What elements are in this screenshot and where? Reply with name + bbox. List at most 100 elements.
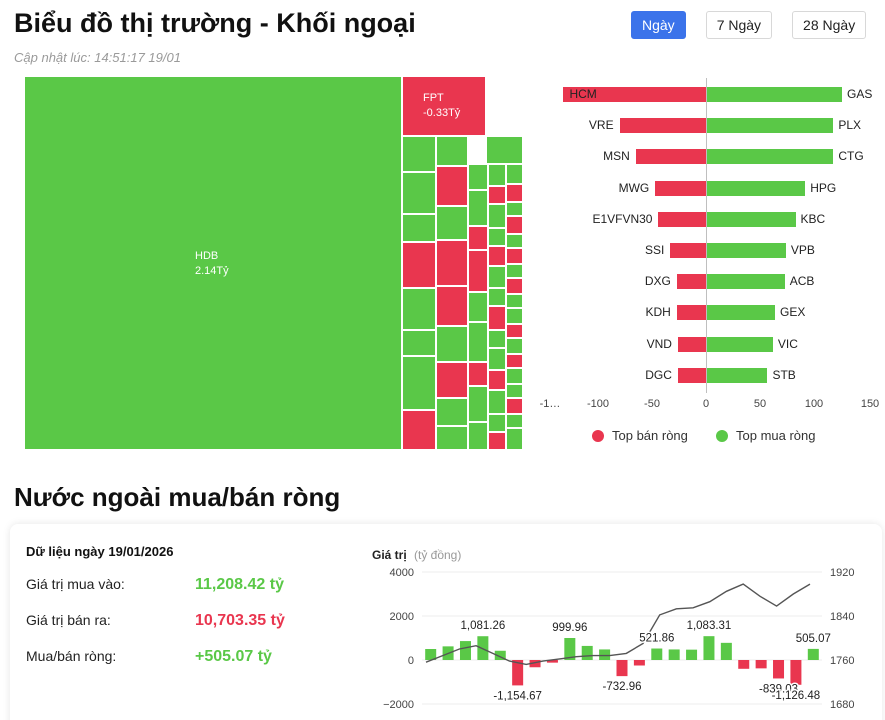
treemap-cell[interactable] bbox=[402, 410, 436, 450]
treemap-cell[interactable] bbox=[436, 166, 468, 206]
sell-bar-kdh[interactable] bbox=[676, 305, 706, 321]
treemap-cell[interactable] bbox=[436, 426, 468, 450]
net-bar[interactable] bbox=[668, 649, 680, 660]
treemap-cell[interactable] bbox=[402, 330, 436, 356]
treemap-cell[interactable] bbox=[506, 368, 523, 384]
treemap-cell[interactable] bbox=[488, 246, 506, 266]
tab-7-days[interactable]: 7 Ngày bbox=[705, 11, 773, 39]
sell-bar-dgc[interactable] bbox=[677, 367, 706, 383]
treemap-cell[interactable] bbox=[436, 206, 468, 240]
treemap-cell[interactable] bbox=[488, 390, 506, 414]
treemap-cell[interactable] bbox=[436, 326, 468, 362]
treemap-cell[interactable] bbox=[506, 248, 523, 264]
treemap-cell[interactable] bbox=[506, 398, 523, 414]
legend-sell[interactable]: Top bán ròng bbox=[592, 428, 688, 443]
treemap-cell[interactable] bbox=[506, 184, 523, 202]
treemap-cell[interactable] bbox=[468, 250, 488, 292]
net-bar[interactable] bbox=[633, 660, 645, 666]
treemap-cell[interactable] bbox=[488, 414, 506, 432]
treemap-cell[interactable] bbox=[402, 136, 436, 172]
treemap-cell[interactable] bbox=[402, 242, 436, 288]
sell-bar-vnd[interactable] bbox=[677, 336, 706, 352]
net-bar[interactable] bbox=[790, 660, 802, 685]
net-bar[interactable] bbox=[616, 660, 628, 677]
treemap-cell[interactable] bbox=[468, 292, 488, 322]
treemap-cell[interactable] bbox=[506, 414, 523, 428]
sell-bar-msn[interactable] bbox=[635, 149, 706, 165]
tab-day[interactable]: Ngày bbox=[631, 11, 686, 39]
treemap-cell[interactable] bbox=[506, 202, 523, 216]
buy-bar-kbc[interactable] bbox=[707, 211, 796, 227]
treemap-cell[interactable] bbox=[506, 234, 523, 248]
treemap-cell[interactable] bbox=[488, 204, 506, 228]
treemap-cell[interactable] bbox=[402, 356, 436, 410]
buy-bar-acb[interactable] bbox=[707, 274, 785, 290]
treemap-cell-fpt[interactable]: FPT -0.33Tỷ bbox=[402, 76, 486, 136]
treemap-cell[interactable] bbox=[506, 308, 523, 324]
net-bar[interactable] bbox=[599, 649, 611, 660]
sell-bar-dxg[interactable] bbox=[676, 274, 706, 290]
treemap-cell[interactable] bbox=[488, 370, 506, 390]
treemap-cell-hdb[interactable]: HDB 2.14Tỷ bbox=[24, 76, 402, 450]
net-bar[interactable] bbox=[703, 636, 715, 660]
net-bar[interactable] bbox=[425, 649, 437, 660]
treemap-cell[interactable] bbox=[488, 266, 506, 288]
treemap-cell[interactable] bbox=[506, 428, 523, 450]
treemap-cell[interactable] bbox=[468, 190, 488, 226]
treemap-cell[interactable] bbox=[506, 324, 523, 338]
sell-bar-e1vfvn30[interactable] bbox=[658, 211, 706, 227]
net-bar[interactable] bbox=[529, 660, 541, 668]
buy-bar-hpg[interactable] bbox=[707, 180, 806, 196]
sell-bar-hcm[interactable] bbox=[563, 87, 706, 102]
net-bar[interactable] bbox=[686, 649, 698, 660]
buy-bar-vpb[interactable] bbox=[707, 243, 786, 258]
treemap-cell[interactable] bbox=[436, 398, 468, 426]
treemap-cell[interactable] bbox=[468, 362, 488, 386]
treemap-cell[interactable] bbox=[436, 240, 468, 286]
net-bar[interactable] bbox=[720, 642, 732, 660]
buy-bar-ctg[interactable] bbox=[707, 149, 834, 165]
treemap-cell[interactable] bbox=[468, 164, 488, 190]
buy-bar-gas[interactable] bbox=[707, 87, 842, 102]
treemap-cell[interactable] bbox=[402, 288, 436, 330]
sell-bar-ssi[interactable] bbox=[670, 243, 706, 258]
treemap-cell[interactable] bbox=[468, 226, 488, 250]
net-bar[interactable] bbox=[564, 638, 576, 660]
net-bar[interactable] bbox=[755, 660, 767, 669]
treemap-cell[interactable] bbox=[488, 164, 506, 186]
treemap-cell[interactable] bbox=[468, 422, 488, 450]
treemap-cell[interactable] bbox=[488, 330, 506, 348]
legend-buy[interactable]: Top mua ròng bbox=[716, 428, 816, 443]
treemap-cell[interactable] bbox=[402, 214, 436, 242]
net-bar[interactable] bbox=[512, 660, 524, 686]
treemap-cell[interactable] bbox=[488, 186, 506, 204]
treemap-cell[interactable] bbox=[468, 322, 488, 362]
treemap-cell[interactable] bbox=[488, 288, 506, 306]
treemap-cell[interactable] bbox=[436, 286, 468, 326]
net-bar[interactable] bbox=[773, 660, 785, 679]
treemap-cell[interactable] bbox=[436, 136, 468, 166]
net-bar[interactable] bbox=[459, 641, 471, 660]
net-bar[interactable] bbox=[546, 660, 558, 663]
net-bar[interactable] bbox=[738, 660, 750, 669]
treemap-cell[interactable] bbox=[506, 278, 523, 294]
net-bar[interactable] bbox=[581, 645, 593, 660]
treemap-cell[interactable] bbox=[506, 384, 523, 398]
net-bar[interactable] bbox=[494, 650, 506, 660]
treemap-cell[interactable] bbox=[488, 348, 506, 370]
treemap-cell[interactable] bbox=[488, 228, 506, 246]
treemap-cell[interactable] bbox=[488, 306, 506, 330]
treemap-cell[interactable] bbox=[436, 362, 468, 398]
buy-bar-stb[interactable] bbox=[707, 367, 768, 383]
treemap-cell[interactable] bbox=[506, 294, 523, 308]
buy-bar-plx[interactable] bbox=[707, 118, 834, 134]
buy-bar-gex[interactable] bbox=[707, 305, 776, 321]
treemap-cell[interactable] bbox=[506, 354, 523, 368]
treemap-cell[interactable] bbox=[506, 164, 523, 184]
sell-bar-vre[interactable] bbox=[619, 118, 706, 134]
tab-28-days[interactable]: 28 Ngày bbox=[792, 11, 867, 39]
treemap-cell[interactable] bbox=[488, 432, 506, 450]
net-bar[interactable] bbox=[807, 648, 819, 660]
treemap-cell[interactable] bbox=[468, 386, 488, 422]
treemap-cell[interactable] bbox=[486, 136, 523, 164]
